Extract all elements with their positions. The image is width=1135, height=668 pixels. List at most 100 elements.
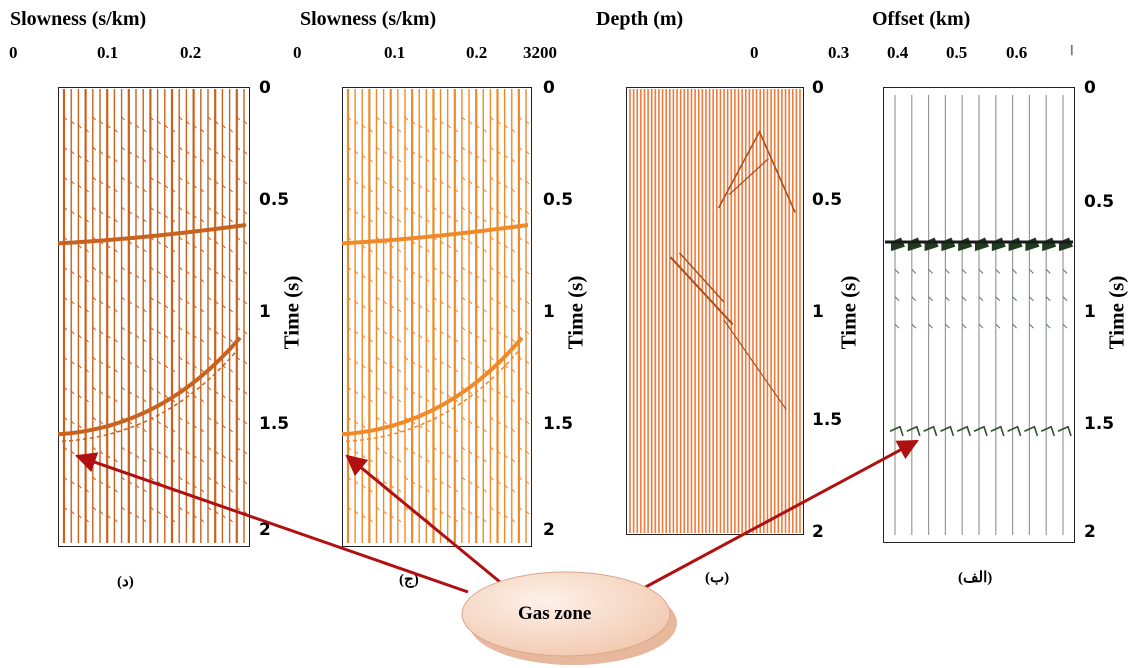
wiggle-tick — [440, 360, 444, 365]
wiggle-tick — [497, 150, 501, 155]
weak-event — [945, 323, 950, 329]
weak-event — [995, 269, 1001, 274]
wiggle-tick — [92, 386, 97, 391]
wiggle-tick — [482, 428, 487, 433]
wiggle-tick — [354, 450, 359, 455]
wiggle-tick — [178, 176, 183, 181]
wiggle-tick — [135, 484, 140, 489]
wiggle-tick — [157, 240, 161, 245]
wiggle-tick — [135, 364, 140, 369]
wiggle-tick — [404, 326, 409, 331]
wiggle-tick — [200, 308, 205, 313]
wiggle-tick — [193, 154, 197, 159]
wiggle-tick — [454, 188, 459, 193]
wiggle-tick — [243, 360, 248, 365]
weak-event — [928, 269, 933, 274]
wiggle-tick — [229, 458, 233, 463]
wiggle-tick — [164, 454, 169, 459]
wiggle-tick — [518, 146, 523, 151]
wiggle-tick — [490, 416, 494, 421]
wiggle-tick — [135, 394, 140, 399]
panel-b-time-tick: 1.5 — [812, 410, 843, 430]
wiggle-tick — [78, 514, 82, 519]
wiggle-tick — [454, 458, 459, 463]
wiggle-tick — [142, 218, 147, 223]
wiggle-tick — [518, 266, 523, 271]
wiggle-tick — [390, 484, 395, 489]
wiggle-tick — [171, 458, 176, 463]
wiggle-tick — [78, 124, 82, 129]
wiggle-tick — [347, 266, 352, 271]
wiggle-tick — [207, 326, 212, 331]
wiggle-tick — [411, 240, 416, 245]
panel-d-time-tick: 0 — [259, 78, 271, 98]
wiggle-tick — [418, 484, 423, 489]
wiggle-tick — [482, 338, 487, 343]
wiggle-tick — [70, 330, 75, 335]
wiggle-tick — [497, 420, 501, 425]
wiggle-tick — [63, 326, 68, 331]
wiggle-tick — [214, 270, 219, 275]
wiggle-tick — [99, 180, 104, 185]
wiggle-tick — [468, 150, 473, 155]
wiggle-tick — [497, 510, 501, 515]
wiggle-tick — [490, 206, 494, 211]
wiggle-tick — [135, 304, 140, 309]
wiggle-tick — [440, 210, 444, 215]
weak-event — [1045, 269, 1051, 274]
wiggle-tick — [433, 326, 437, 331]
wiggle-tick — [193, 424, 197, 429]
wiggle-tick — [475, 394, 480, 399]
wiggle-tick — [440, 150, 444, 155]
wiggle-tick — [85, 218, 89, 223]
wiggle-tick — [490, 326, 494, 331]
wiggle-tick — [518, 416, 523, 421]
wiggle-tick — [121, 116, 125, 121]
wiggle-tick — [404, 296, 409, 301]
panel-b-time-tick: 1 — [812, 302, 824, 322]
wiggle-tick — [497, 240, 501, 245]
wiggle-tick — [354, 480, 359, 485]
wiggle-tick — [369, 278, 373, 283]
wiggle-tick — [482, 368, 487, 373]
wiggle-tick — [447, 364, 452, 369]
wiggle-tick — [433, 506, 437, 511]
wiggle-tick — [397, 158, 402, 163]
wiggle-tick — [390, 304, 395, 309]
panel-d-time-tick: 1 — [259, 302, 271, 322]
wiggle-tick — [354, 120, 359, 125]
wiggle-tick — [178, 506, 183, 511]
wiggle-tick — [468, 360, 473, 365]
reflection-event — [58, 223, 247, 246]
wiggle-tick — [454, 518, 459, 523]
wiggle-tick — [475, 214, 480, 219]
wiggle-tick — [369, 218, 373, 223]
weak-event — [961, 296, 967, 302]
wiggle-tick — [525, 330, 530, 335]
gas-zone-event-echo — [345, 348, 521, 442]
weak-event — [1062, 296, 1068, 302]
wiggle-tick — [186, 360, 190, 365]
wiggle-tick — [468, 120, 473, 125]
wiggle-tick — [142, 278, 147, 283]
wiggle-tick — [468, 270, 473, 275]
wiggle-tick — [468, 300, 473, 305]
wiggle-tick — [518, 506, 523, 511]
wiggle-tick — [461, 326, 466, 331]
wiggle-tick — [150, 326, 154, 331]
wiggle-tick — [504, 244, 508, 249]
wiggle-tick — [361, 484, 366, 489]
wiggle-tick — [440, 390, 444, 395]
wiggle-tick — [418, 394, 423, 399]
wiggle-tick — [186, 270, 190, 275]
panel-a-time-tick: 0.5 — [1084, 192, 1115, 212]
wiggle-tick — [178, 236, 183, 241]
wiggle-tick — [142, 338, 147, 343]
wiggle-tick — [121, 296, 125, 301]
wiggle-tick — [411, 150, 416, 155]
panel-c-time-tick: 2 — [543, 520, 555, 540]
wiggle-tick — [236, 206, 241, 211]
wiggle-tick — [99, 300, 104, 305]
weak-event — [1045, 323, 1051, 329]
wiggle-tick — [397, 488, 402, 493]
